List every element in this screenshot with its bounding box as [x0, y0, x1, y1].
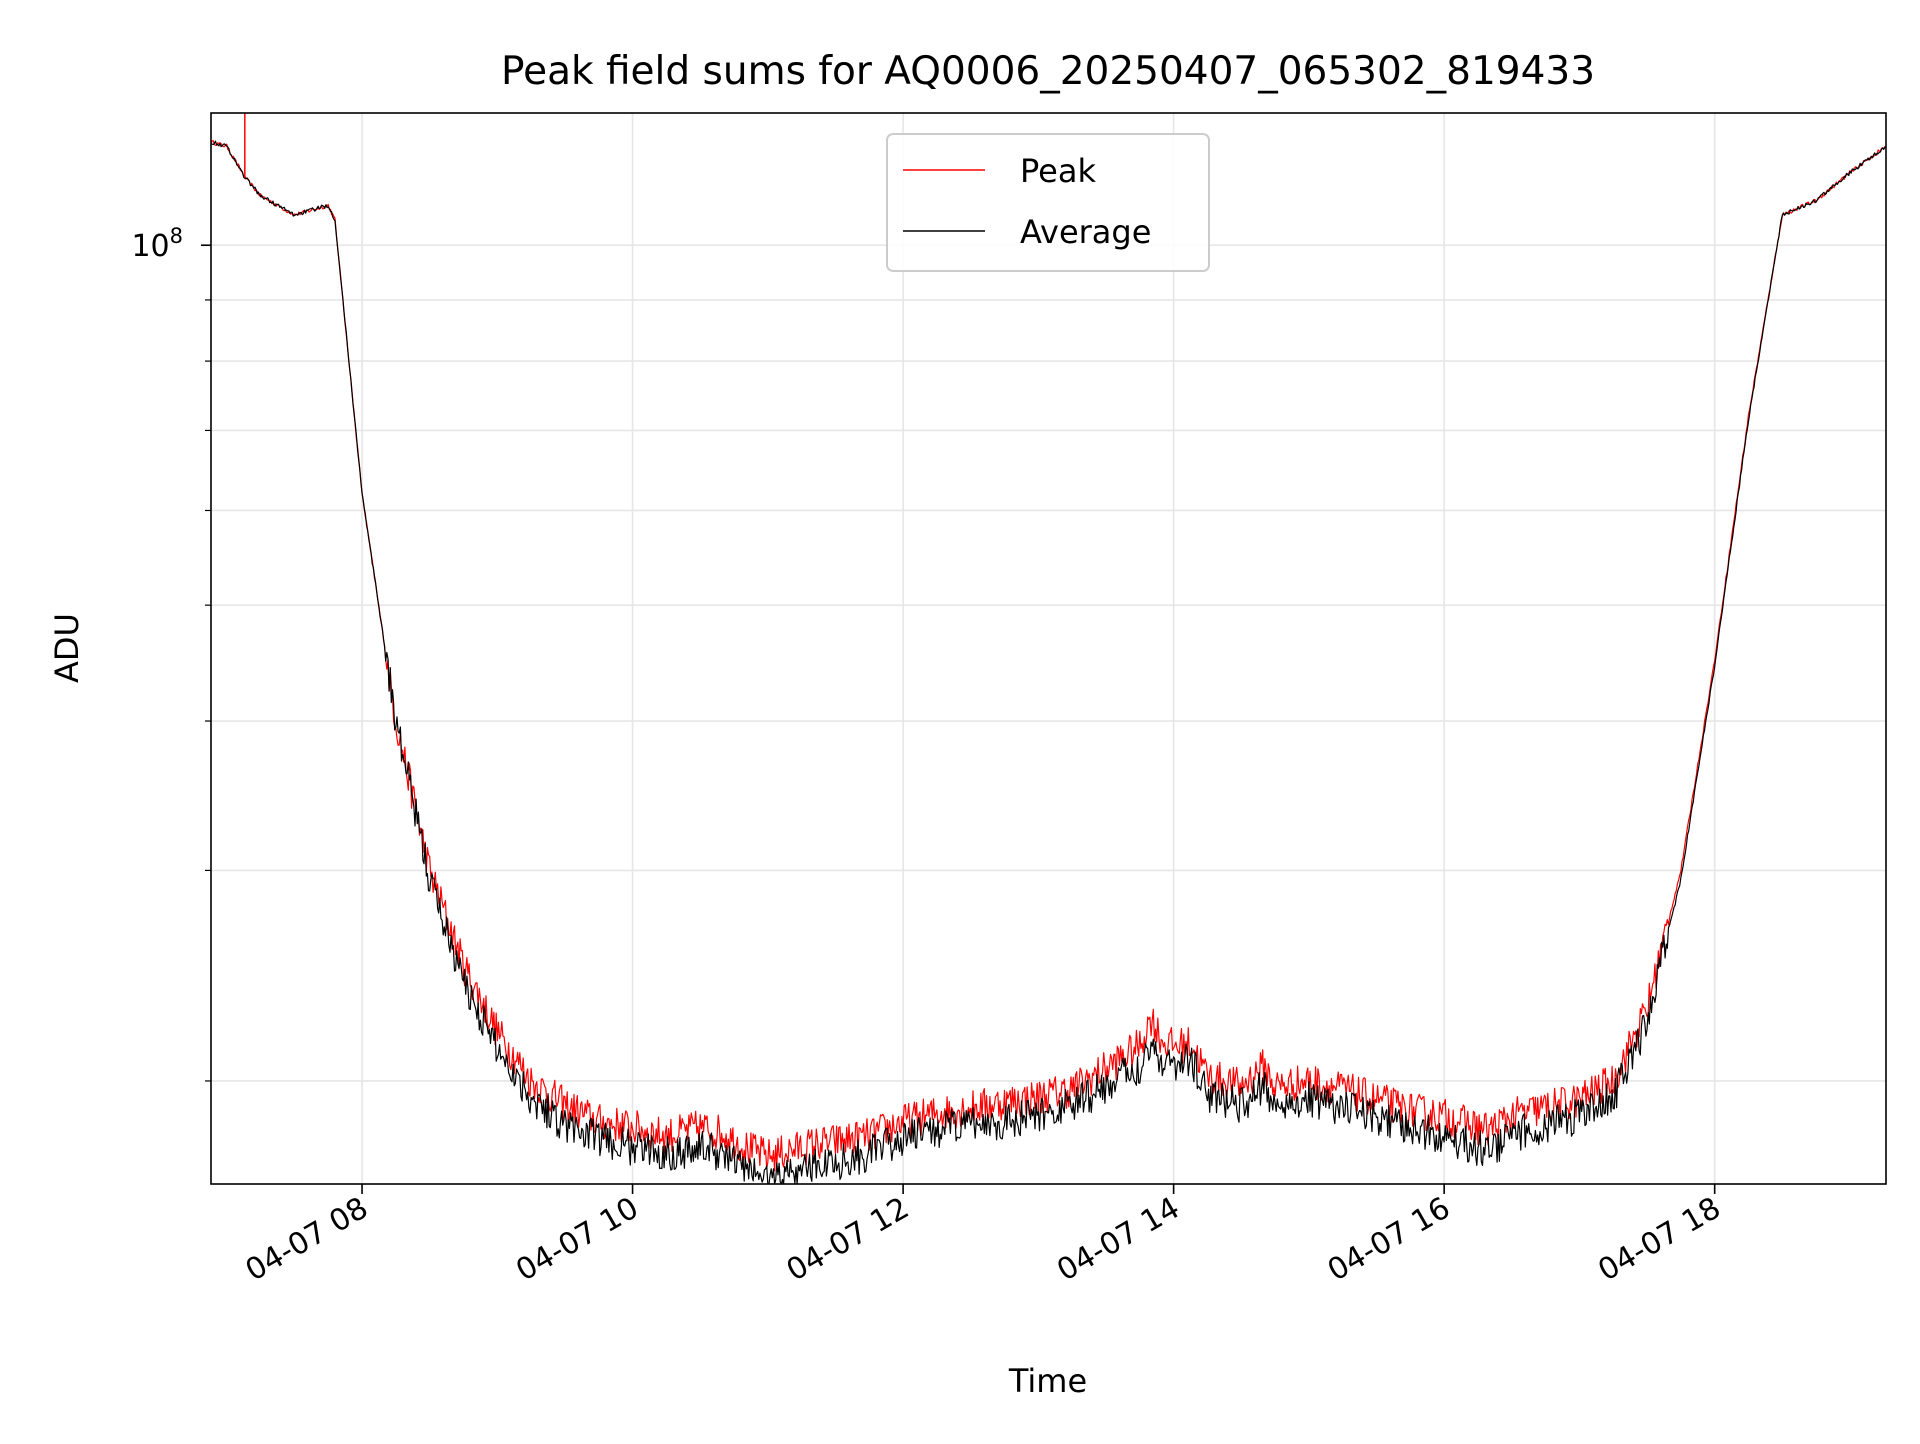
chart-title: Peak field sums for AQ0006_20250407_0653… — [501, 49, 1595, 94]
series-line-average — [210, 140, 1887, 1185]
y-axis-label: ADU — [48, 613, 86, 683]
y-tick-label: 108 — [131, 224, 183, 264]
grid-lines — [211, 113, 1886, 1184]
axes-frame — [210, 112, 1887, 1185]
x-axis-label: Time — [1008, 1362, 1087, 1400]
data-series-layer — [210, 113, 1887, 1185]
legend-label-average: Average — [1020, 213, 1151, 251]
legend: Peak Average — [886, 133, 1210, 272]
legend-label-peak: Peak — [1020, 152, 1096, 190]
legend-box — [886, 133, 1210, 272]
